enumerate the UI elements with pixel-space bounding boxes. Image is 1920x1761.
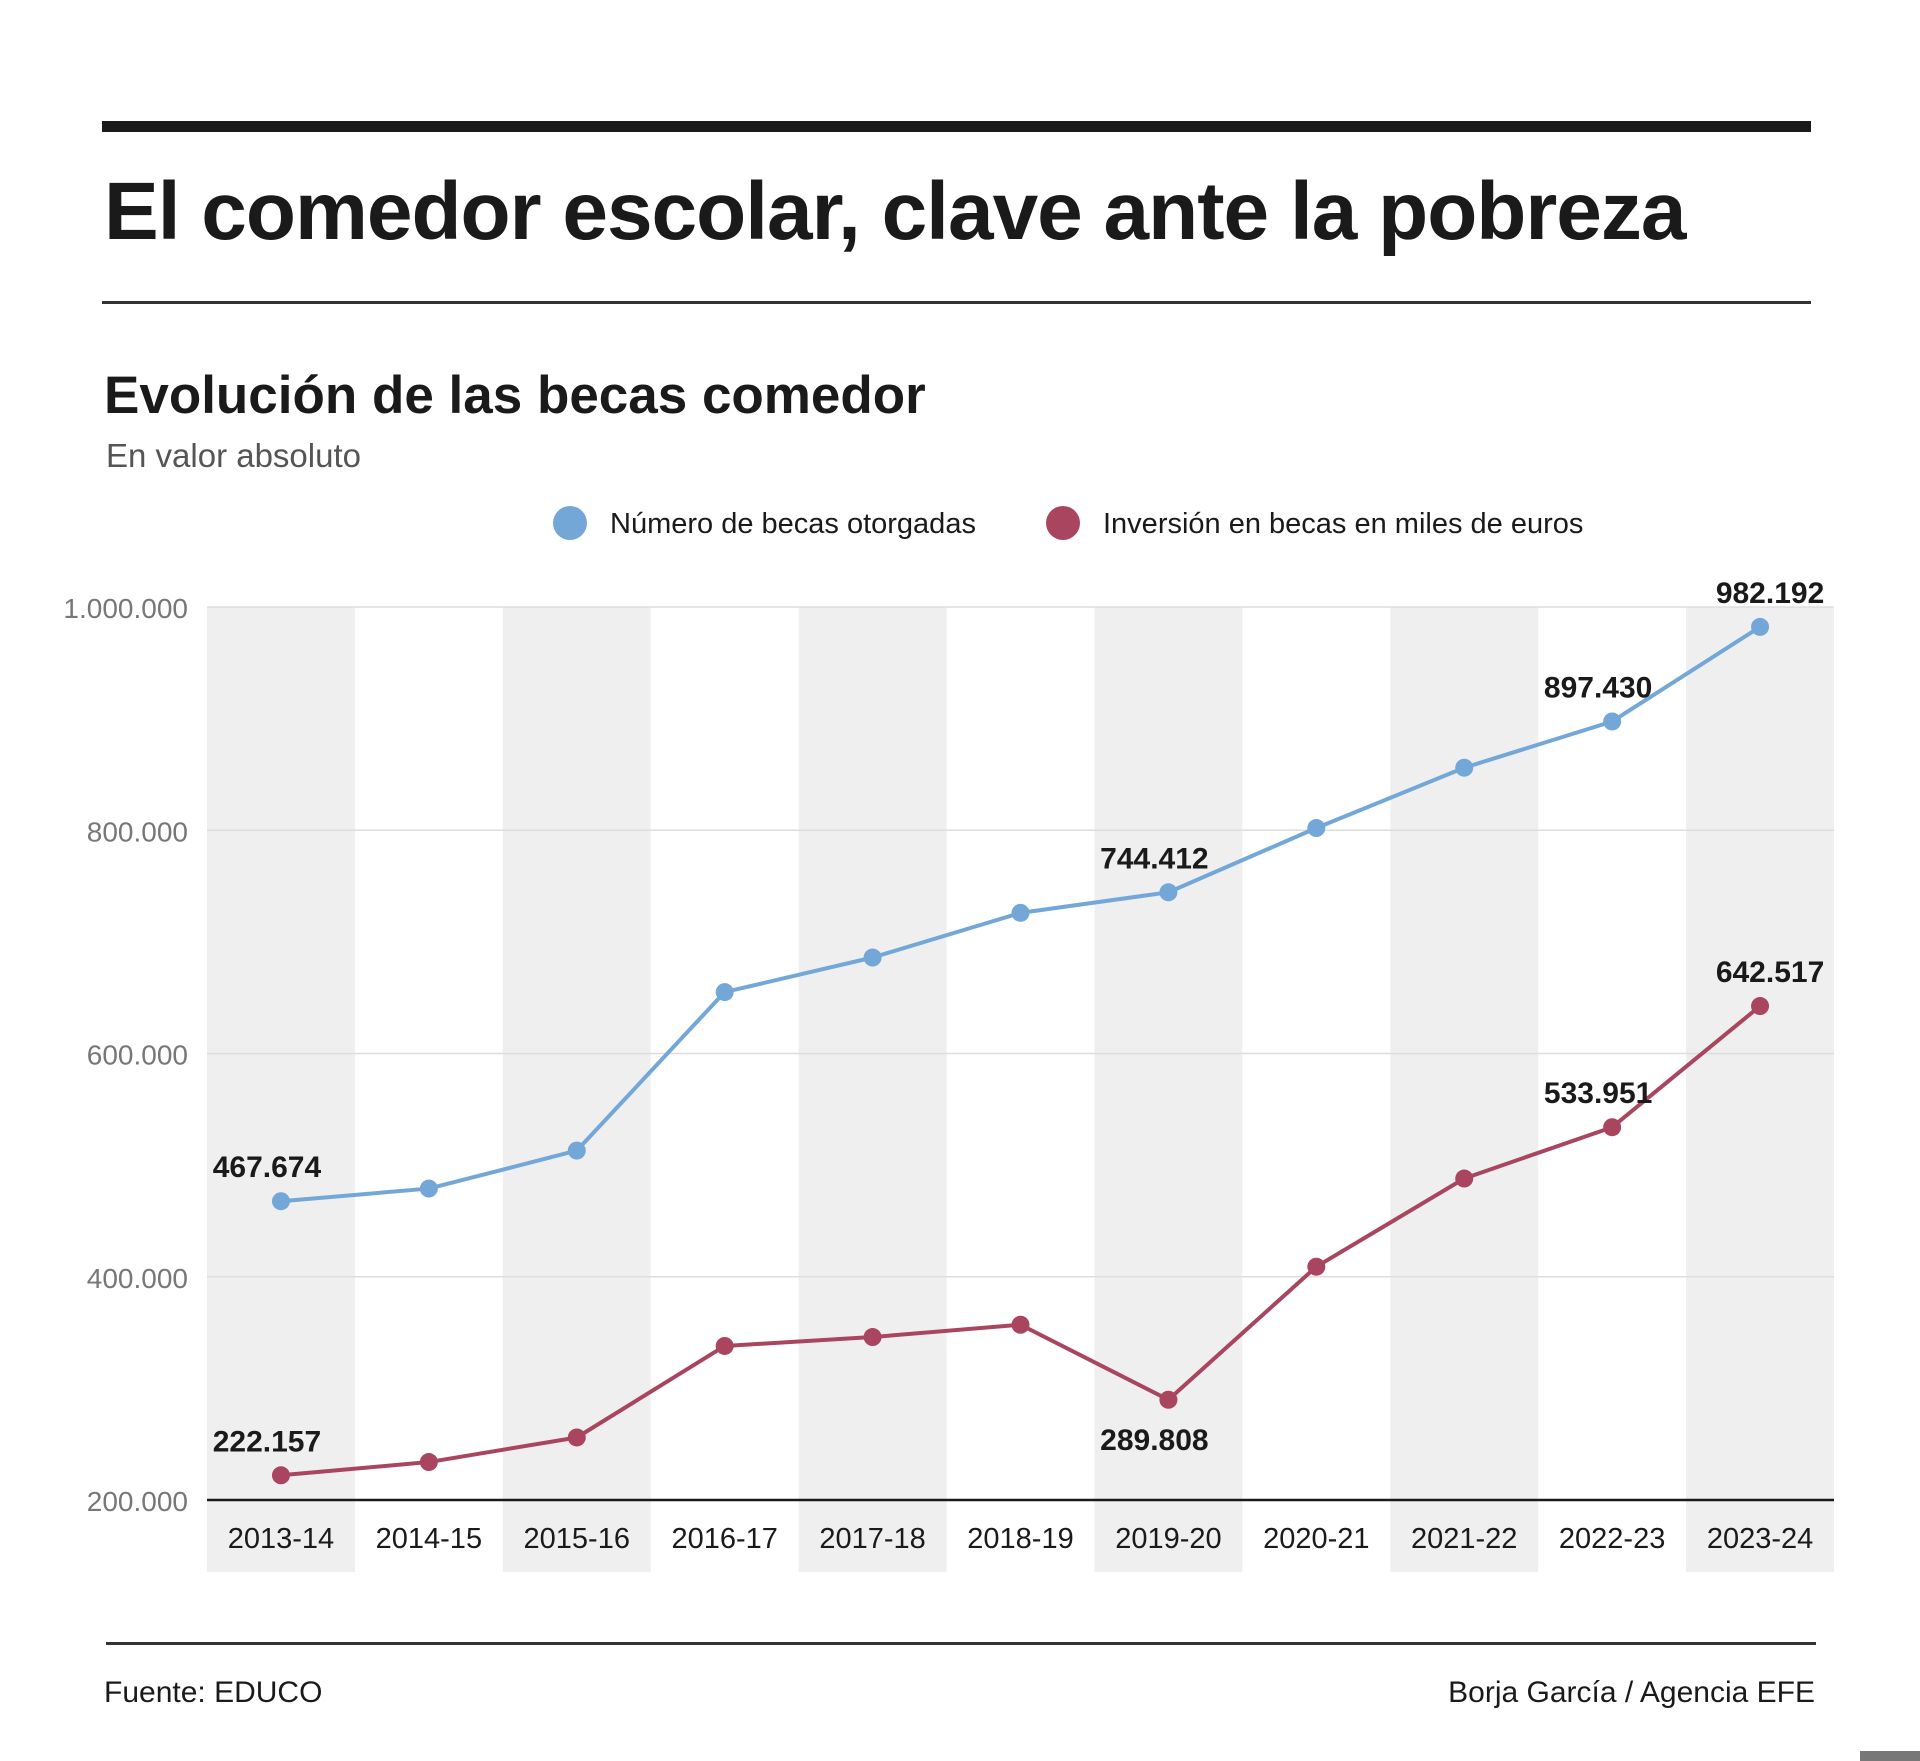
- x-tick-label: 2017-18: [819, 1523, 925, 1555]
- data-point: [1159, 1390, 1178, 1409]
- column-band: [207, 607, 355, 1572]
- data-point: [1751, 617, 1770, 636]
- x-tick-label: 2016-17: [671, 1523, 777, 1555]
- x-tick-label: 2022-23: [1559, 1523, 1665, 1555]
- data-point: [419, 1453, 438, 1472]
- x-tick-label: 2013-14: [228, 1523, 334, 1555]
- data-point: [1603, 712, 1622, 731]
- x-tick-label: 2019-20: [1115, 1523, 1221, 1555]
- line-chart: 200.000 400.000 600.000 800.000 1.000.000 201…: [63, 506, 1834, 1572]
- data-point: [567, 1141, 586, 1160]
- y-tick-label: 1.000.000: [63, 593, 188, 624]
- data-point: [715, 983, 734, 1002]
- footer-rule: [106, 1642, 1816, 1645]
- legend-swatch: [1046, 506, 1080, 540]
- data-point: [1011, 1315, 1030, 1334]
- corner-mark: [1860, 1751, 1920, 1761]
- data-point: [1455, 758, 1474, 777]
- header-rule-thin: [102, 301, 1811, 304]
- y-tick-label: 600.000: [87, 1040, 188, 1071]
- data-label: 897.430: [1544, 671, 1652, 704]
- data-label: 222.157: [213, 1425, 321, 1458]
- data-point: [1011, 903, 1030, 922]
- data-point: [1603, 1118, 1622, 1137]
- data-point: [1307, 819, 1326, 838]
- x-tick-label: 2015-16: [524, 1523, 630, 1555]
- page-title: El comedor escolar, clave ante la pobrez…: [104, 166, 1687, 257]
- column-band: [502, 607, 651, 1572]
- x-tick-label: 2018-19: [967, 1523, 1073, 1555]
- data-point: [1751, 997, 1770, 1016]
- data-point: [863, 1328, 882, 1347]
- x-tick-label: 2020-21: [1263, 1523, 1369, 1555]
- data-point: [271, 1466, 290, 1485]
- data-label: 467.674: [213, 1151, 322, 1184]
- y-tick-label: 800.000: [87, 816, 188, 847]
- data-label: 289.808: [1100, 1424, 1208, 1457]
- data-point: [1307, 1257, 1326, 1276]
- legend-swatch: [553, 506, 587, 540]
- y-tick-label: 400.000: [87, 1263, 188, 1294]
- data-label: 533.951: [1544, 1077, 1652, 1110]
- x-tick-label: 2021-22: [1411, 1523, 1517, 1555]
- data-point: [1159, 883, 1178, 902]
- x-tick-label: 2023-24: [1707, 1523, 1813, 1555]
- column-band: [1094, 607, 1243, 1572]
- data-label: 642.517: [1716, 956, 1824, 989]
- column-band: [1686, 607, 1834, 1572]
- data-point: [1455, 1169, 1474, 1188]
- data-point: [419, 1179, 438, 1198]
- data-point: [863, 948, 882, 967]
- chart-title: Evolución de las becas comedor: [104, 366, 926, 425]
- legend-label: Número de becas otorgadas: [610, 508, 976, 540]
- credit-note: Borja García / Agencia EFE: [1448, 1676, 1815, 1709]
- data-point: [715, 1336, 734, 1355]
- data-point: [271, 1192, 290, 1211]
- y-tick-label: 200.000: [87, 1486, 188, 1517]
- column-band: [798, 607, 947, 1572]
- x-tick-label: 2014-15: [376, 1523, 482, 1555]
- chart-subtitle: En valor absoluto: [106, 437, 361, 474]
- data-label: 982.192: [1716, 577, 1824, 610]
- data-point: [567, 1428, 586, 1447]
- legend-label: Inversión en becas en miles de euros: [1103, 508, 1583, 540]
- header-rule-thick: [102, 121, 1811, 132]
- data-label: 744.412: [1100, 842, 1208, 875]
- source-note: Fuente: EDUCO: [104, 1676, 323, 1709]
